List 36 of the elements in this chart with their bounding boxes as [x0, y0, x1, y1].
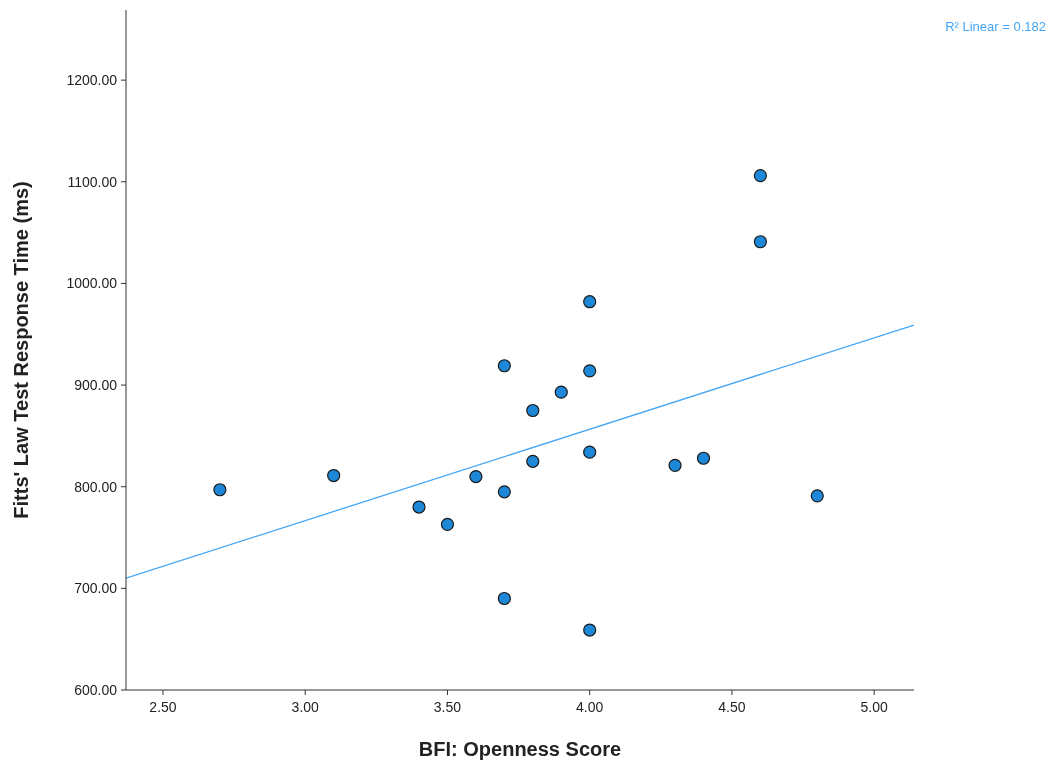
y-tick-label: 1100.00 — [67, 173, 118, 190]
x-axis-title: BFI: Openness Score — [418, 738, 622, 760]
point — [469, 469, 483, 484]
point — [583, 295, 597, 309]
point — [810, 489, 824, 503]
x-tick-label: 2.50 — [149, 699, 177, 715]
point — [327, 468, 341, 483]
point — [213, 483, 227, 497]
y-tick-label: 1200.00 — [66, 72, 118, 89]
y-tick-label: 600.00 — [74, 682, 118, 698]
point — [526, 454, 540, 468]
point — [497, 485, 511, 499]
y-tick-label: 800.00 — [74, 478, 118, 495]
point — [668, 458, 682, 472]
point — [583, 623, 597, 637]
x-tick-label: 4.00 — [576, 699, 604, 715]
y-tick-label: 900.00 — [74, 377, 118, 394]
point — [554, 385, 568, 399]
point — [497, 591, 511, 606]
point — [497, 359, 511, 373]
text: R² Linear = 0.182 — [945, 19, 1046, 34]
point — [583, 445, 597, 459]
y-tick-label: 1000.00 — [66, 275, 118, 292]
point — [753, 169, 767, 183]
point — [526, 403, 540, 418]
point — [412, 500, 426, 514]
y-axis-title: Fitts' Law Test Response Time (ms) — [10, 181, 32, 519]
x-tick-label: 4.50 — [718, 699, 746, 715]
point — [696, 451, 711, 465]
x-tick-label: 3.00 — [291, 699, 320, 715]
point — [583, 364, 597, 378]
point — [440, 517, 455, 531]
x-tick-label: 5.00 — [860, 699, 889, 715]
x-tick-label: 3.50 — [433, 699, 462, 715]
y-tick-label: 700.00 — [74, 580, 118, 597]
point — [753, 235, 767, 249]
